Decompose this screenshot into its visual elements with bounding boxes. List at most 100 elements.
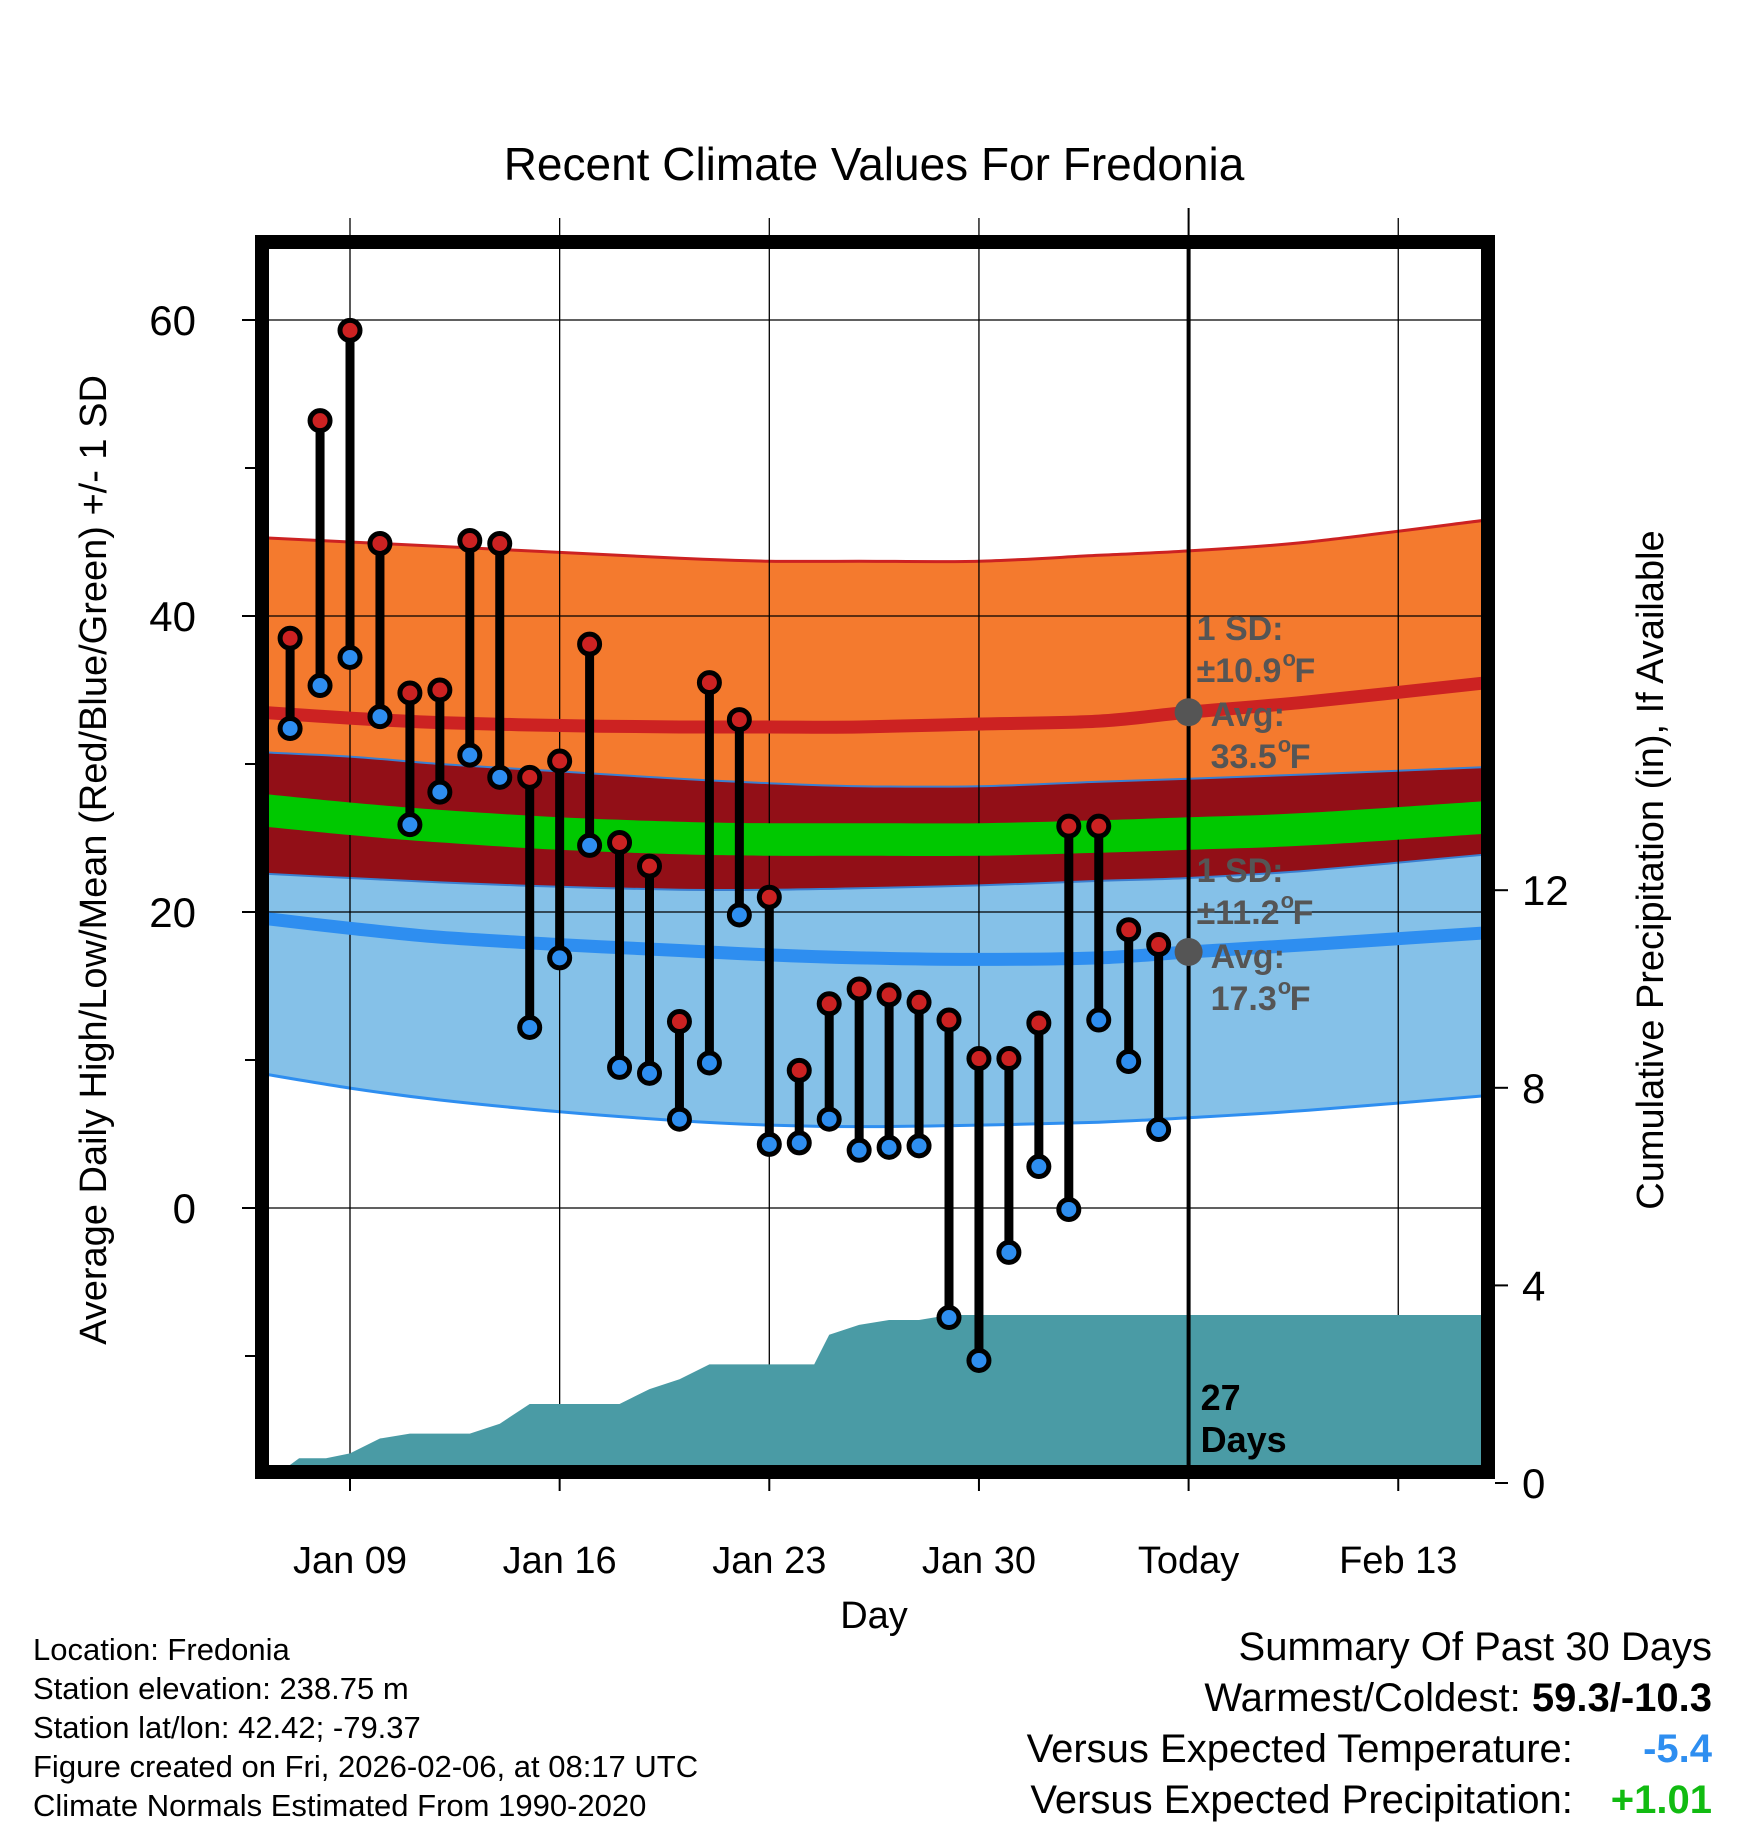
summary-warmest-value: 59.3/-10.3 bbox=[1531, 1676, 1712, 1720]
high-temp-point bbox=[1026, 1010, 1052, 1036]
high-temp-point bbox=[397, 680, 423, 706]
high-temp-point bbox=[277, 625, 303, 651]
low-temp-point bbox=[726, 902, 752, 928]
low-temp-point bbox=[786, 1130, 812, 1156]
high-temp-point bbox=[307, 408, 333, 434]
x-tick-label: Today bbox=[1138, 1540, 1239, 1582]
high-temp-point bbox=[517, 764, 543, 790]
low-temp-point bbox=[906, 1133, 932, 1159]
y-axis-label: Average Daily High/Low/Mean (Red/Blue/Gr… bbox=[73, 375, 115, 1345]
low-temp-point bbox=[1086, 1007, 1112, 1033]
high-temp-point bbox=[607, 829, 633, 855]
high-annotation-sd-title: 1 SD: bbox=[1197, 610, 1284, 648]
low-annotation-sd-deg: o bbox=[1281, 888, 1294, 913]
plot-frame bbox=[255, 235, 1495, 1479]
low-temp-point bbox=[517, 1014, 543, 1040]
y-tick-label: 60 bbox=[149, 297, 196, 344]
high-temp-point bbox=[637, 853, 662, 879]
high-annotation-sd-deg: o bbox=[1282, 646, 1295, 671]
low-temp-point bbox=[1026, 1154, 1052, 1180]
low-temp-point bbox=[337, 644, 363, 670]
info-normals: Climate Normals Estimated From 1990-2020 bbox=[33, 1788, 647, 1823]
y-tick-label: 0 bbox=[173, 1185, 196, 1232]
y-tick-label: 40 bbox=[149, 593, 196, 640]
summary-warmest-row: Warmest/Coldest: 59.3/-10.3 bbox=[1027, 1673, 1712, 1724]
summary-precip-row: Versus Expected Precipitation: +1.01 bbox=[1027, 1775, 1712, 1826]
low-annotation-avg-value: 17.3 bbox=[1211, 980, 1277, 1018]
y2-tick-label: 0 bbox=[1522, 1460, 1545, 1507]
high-annotation-sd-value: ±10.9 bbox=[1197, 652, 1282, 690]
low-temp-point bbox=[1056, 1196, 1082, 1222]
high-temp-point bbox=[756, 884, 782, 910]
high-annotation-avg-dot bbox=[1174, 698, 1203, 727]
low-annotation-avg-title: Avg: bbox=[1211, 938, 1285, 976]
low-temp-point bbox=[936, 1305, 962, 1331]
precip-area bbox=[288, 1315, 1482, 1466]
high-temp-point bbox=[726, 707, 752, 733]
info-elevation: Station elevation: 238.75 m bbox=[33, 1671, 409, 1706]
high-upper-edge bbox=[268, 519, 1482, 564]
high-temp-point bbox=[427, 677, 453, 703]
low-temp-point bbox=[307, 673, 333, 699]
high-temp-point bbox=[816, 991, 842, 1017]
low-temp-point bbox=[427, 779, 453, 805]
high-temp-point bbox=[547, 748, 573, 774]
high-temp-point bbox=[457, 528, 483, 554]
summary-temp-row: Versus Expected Temperature: -5.4 bbox=[1027, 1724, 1712, 1775]
high-temp-point bbox=[1086, 813, 1112, 839]
low-temp-point bbox=[996, 1239, 1022, 1265]
low-temp-point bbox=[547, 945, 573, 971]
high-temp-point bbox=[666, 1009, 692, 1035]
low-temp-point bbox=[457, 742, 483, 768]
info-location: Location: Fredonia bbox=[33, 1632, 290, 1667]
high-annotation-avg-unit: F bbox=[1290, 738, 1311, 776]
high-annotation-sd-unit: F bbox=[1294, 652, 1315, 690]
low-temp-point bbox=[367, 704, 393, 730]
x-tick-label: Jan 30 bbox=[922, 1540, 1036, 1582]
low-temp-point bbox=[1116, 1048, 1142, 1074]
high-temp-point bbox=[487, 530, 513, 556]
low-temp-point bbox=[277, 715, 303, 741]
x-axis-label: Day bbox=[840, 1595, 908, 1637]
low-annotation-sd-unit: F bbox=[1293, 894, 1314, 932]
low-temp-point bbox=[637, 1060, 662, 1086]
summary-panel: Summary Of Past 30 Days Warmest/Coldest:… bbox=[1027, 1622, 1712, 1826]
y2-tick-label: 8 bbox=[1522, 1065, 1545, 1112]
high-temp-point bbox=[846, 976, 872, 1002]
low-annotation-avg-unit: F bbox=[1290, 980, 1311, 1018]
y2-axis-label: Cumulative Precipitation (in), If Availa… bbox=[1630, 530, 1672, 1209]
y-tick-label: 20 bbox=[149, 889, 196, 936]
summary-temp-label: Versus Expected Temperature: bbox=[1026, 1727, 1573, 1771]
low-temp-point bbox=[666, 1106, 692, 1132]
y2-tick-label: 4 bbox=[1522, 1262, 1545, 1309]
low-temp-point bbox=[816, 1106, 842, 1132]
mean-normal-band bbox=[268, 752, 1482, 891]
high-temp-point bbox=[577, 631, 603, 657]
high-temp-point bbox=[1116, 917, 1142, 943]
chart-title: Recent Climate Values For Fredonia bbox=[504, 138, 1245, 190]
x-tick-label: Feb 13 bbox=[1339, 1540, 1457, 1582]
summary-title: Summary Of Past 30 Days bbox=[1238, 1625, 1712, 1669]
high-annotation-avg-title: Avg: bbox=[1211, 696, 1285, 734]
summary-precip-value: +1.01 bbox=[1610, 1778, 1712, 1822]
low-temp-point bbox=[846, 1137, 872, 1163]
summary-warmest-label: Warmest/Coldest: bbox=[1204, 1676, 1521, 1720]
low-temp-point bbox=[966, 1347, 992, 1373]
low-normal-band bbox=[268, 854, 1482, 1127]
days-count-label: 27 bbox=[1201, 1377, 1241, 1418]
high-temp-point bbox=[367, 530, 393, 556]
info-latlon: Station lat/lon: 42.42; -79.37 bbox=[33, 1710, 421, 1745]
high-temp-point bbox=[876, 982, 902, 1008]
high-temp-point bbox=[1056, 813, 1082, 839]
station-info: Location: Fredonia Station elevation: 23… bbox=[33, 1630, 698, 1825]
high-temp-point bbox=[966, 1046, 992, 1072]
low-upper-edge bbox=[268, 853, 1482, 892]
low-temp-point bbox=[1146, 1117, 1172, 1143]
summary-precip-label: Versus Expected Precipitation: bbox=[1030, 1778, 1573, 1822]
high-temp-point bbox=[696, 670, 722, 696]
high-temp-point bbox=[337, 317, 363, 343]
high-temp-point bbox=[906, 989, 932, 1015]
